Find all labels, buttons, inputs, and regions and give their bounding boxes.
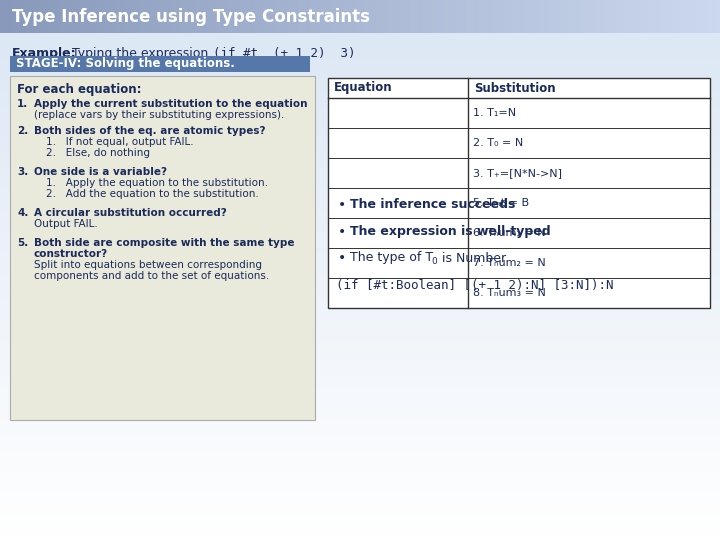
Text: (if #t  (+ 1 2)  3): (if #t (+ 1 2) 3)	[213, 46, 356, 59]
Text: Both side are composite with the same type: Both side are composite with the same ty…	[34, 238, 294, 248]
Text: The inference succeeds: The inference succeeds	[350, 199, 516, 212]
Text: 8. Tₙum₃ = N: 8. Tₙum₃ = N	[473, 288, 546, 298]
Text: •: •	[338, 225, 346, 239]
Text: Equation: Equation	[334, 82, 392, 94]
FancyBboxPatch shape	[10, 56, 310, 72]
Text: •: •	[338, 198, 346, 212]
Text: Apply the current substitution to the equation: Apply the current substitution to the eq…	[34, 99, 307, 109]
Text: constructor?: constructor?	[34, 249, 108, 259]
Text: 3.: 3.	[17, 167, 28, 177]
Text: •: •	[338, 251, 346, 265]
Text: 1.   Apply the equation to the substitution.: 1. Apply the equation to the substitutio…	[46, 178, 268, 188]
Text: For each equation:: For each equation:	[17, 83, 142, 96]
Text: Output FAIL.: Output FAIL.	[34, 219, 98, 229]
Text: STAGE-IV: Solving the equations.: STAGE-IV: Solving the equations.	[16, 57, 235, 71]
Text: Typing the expression: Typing the expression	[68, 46, 212, 59]
Text: 5. Tₘt = B: 5. Tₘt = B	[473, 198, 529, 208]
Text: 2.   Add the equation to the substitution.: 2. Add the equation to the substitution.	[46, 189, 258, 199]
Text: is Number: is Number	[438, 252, 506, 265]
Text: 1. T₁=N: 1. T₁=N	[473, 108, 516, 118]
Text: 2. T₀ = N: 2. T₀ = N	[473, 138, 523, 148]
Text: 1.: 1.	[17, 99, 28, 109]
Text: components and add to the set of equations.: components and add to the set of equatio…	[34, 271, 269, 281]
Text: Substitution: Substitution	[474, 82, 556, 94]
Text: One side is a variable?: One side is a variable?	[34, 167, 167, 177]
Text: 7. Tₙum₂ = N: 7. Tₙum₂ = N	[473, 258, 546, 268]
Text: Example:: Example:	[12, 46, 76, 59]
Text: A circular substitution occurred?: A circular substitution occurred?	[34, 208, 227, 218]
Text: 0: 0	[431, 257, 437, 266]
Text: Type Inference using Type Constraints: Type Inference using Type Constraints	[12, 8, 370, 26]
Text: The expression is well-typed: The expression is well-typed	[350, 226, 551, 239]
Text: 3. T₊=[N*N->N]: 3. T₊=[N*N->N]	[473, 168, 562, 178]
Text: The type of T: The type of T	[350, 252, 433, 265]
Text: 1.   If not equal, output FAIL.: 1. If not equal, output FAIL.	[46, 137, 194, 147]
Text: 4.: 4.	[17, 208, 28, 218]
Text: Both sides of the eq. are atomic types?: Both sides of the eq. are atomic types?	[34, 126, 266, 136]
Text: 2.   Else, do nothing: 2. Else, do nothing	[46, 148, 150, 158]
Text: 2.: 2.	[17, 126, 28, 136]
FancyBboxPatch shape	[10, 76, 315, 420]
Text: 5.: 5.	[17, 238, 28, 248]
Text: Split into equations between corresponding: Split into equations between correspondi…	[34, 260, 262, 270]
Text: (if [#t:Boolean] [(+ 1 2):N] [3:N]):N: (if [#t:Boolean] [(+ 1 2):N] [3:N]):N	[336, 279, 613, 292]
Text: (replace vars by their substituting expressions).: (replace vars by their substituting expr…	[34, 110, 284, 120]
FancyBboxPatch shape	[328, 78, 710, 308]
Text: 6. Tₙum₁ = N: 6. Tₙum₁ = N	[473, 228, 546, 238]
